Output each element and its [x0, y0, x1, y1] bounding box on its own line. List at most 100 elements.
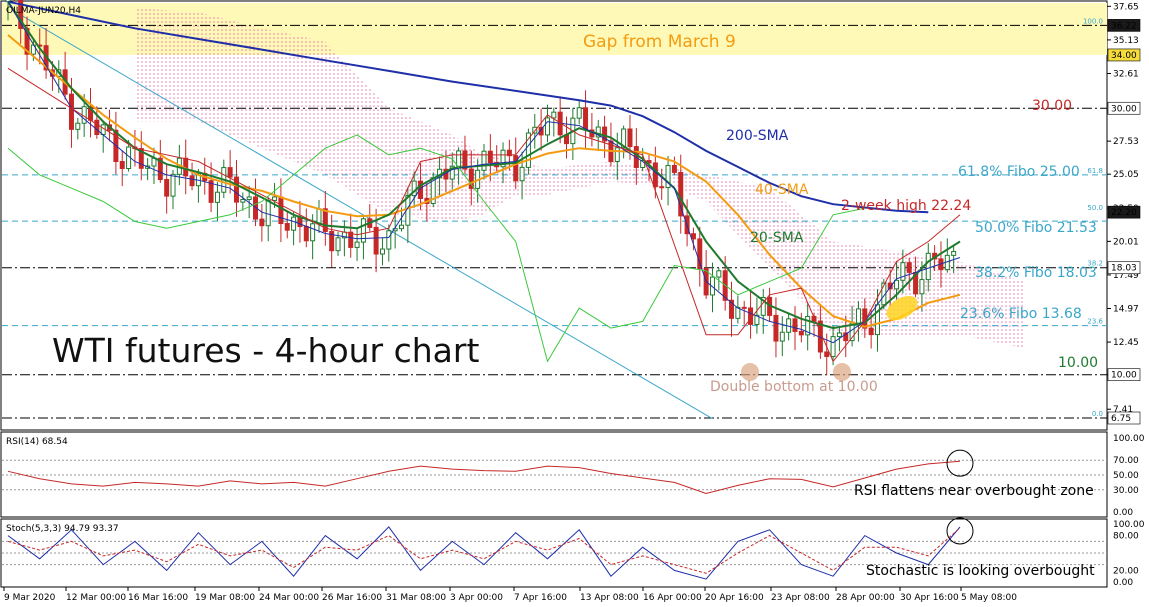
candle-body — [468, 168, 474, 189]
double-bottom-marker-2 — [833, 363, 851, 382]
candle-body — [138, 148, 144, 169]
candle-body — [506, 149, 512, 157]
price-tag-box — [1107, 48, 1141, 62]
price-tag-label: 34.00 — [1111, 51, 1137, 61]
candle-body — [900, 262, 906, 281]
time-tick-label: 13 Apr 08:00 — [580, 593, 639, 603]
sub-series-line — [7, 527, 961, 574]
time-tick-label: 26 Mar 16:00 — [322, 593, 382, 603]
annotation-label: 23.6% Fibo 13.68 — [960, 306, 1082, 322]
candle-body — [792, 318, 798, 332]
stoch-title: Stoch(5,3,3) 94.79 93.37 — [6, 524, 119, 534]
series-kijun — [7, 67, 961, 363]
candle-body — [253, 196, 259, 220]
candle-body — [379, 248, 385, 255]
price-tick-label: 27.53 — [1113, 137, 1139, 147]
fibo-label: 61.8 — [1087, 167, 1103, 175]
candle-body — [665, 164, 671, 189]
candle-body — [887, 282, 893, 290]
annotation-label: 40-SMA — [755, 182, 809, 198]
candle-body — [894, 279, 900, 290]
candle-body — [779, 331, 785, 342]
annotation-label: 2-week high 22.24 — [841, 198, 971, 214]
rsi-highlight-circle — [946, 449, 974, 477]
price-tag-label: 30.00 — [1111, 104, 1137, 114]
sub-tick-label: 100.00 — [1113, 520, 1145, 530]
candle-body — [227, 167, 233, 178]
candle-body — [621, 128, 627, 149]
candle-body — [354, 241, 360, 248]
time-tick-label: 16 Apr 00:00 — [643, 593, 702, 603]
time-tick-label: 19 Mar 08:00 — [195, 593, 255, 603]
candle-body — [855, 308, 861, 324]
candle-body — [754, 314, 760, 325]
candle-body — [951, 251, 957, 256]
crossover-highlight — [886, 295, 918, 321]
annotation-label: 50.0% Fibo 21.53 — [975, 220, 1097, 236]
price-tag-label: 18.03 — [1111, 264, 1137, 274]
candle-body — [919, 279, 925, 295]
candle-body — [291, 216, 297, 231]
symbol-label: OILMA-JUN20,H4 — [6, 6, 81, 16]
candle-body — [214, 191, 220, 203]
candle-body — [456, 150, 462, 167]
candle-body — [525, 132, 531, 168]
candle-body — [272, 196, 278, 201]
time-tick-label: 5 May 08:00 — [961, 593, 1017, 603]
fibo-label: 23.6 — [1087, 318, 1103, 326]
candle-body — [583, 107, 589, 131]
fibo-label: 0.0 — [1092, 410, 1103, 418]
candle-body — [690, 233, 696, 240]
candle-body — [233, 176, 239, 203]
candle-body — [868, 327, 874, 336]
candle-body — [75, 122, 81, 130]
candle-body — [773, 314, 779, 342]
candle-body — [157, 157, 163, 181]
time-tick-label: 7 Apr 16:00 — [514, 593, 567, 603]
annotation-label: 10.00 — [1058, 355, 1098, 371]
price-tick-label: 37.65 — [1113, 2, 1139, 12]
candle-body — [303, 226, 309, 242]
price-tag-box — [1107, 261, 1141, 275]
trend-line — [20, 14, 713, 420]
cloud-area — [134, 8, 1024, 349]
candle-body — [392, 228, 398, 232]
annotation-label: 61.8% Fibo 25.00 — [958, 164, 1080, 180]
time-tick-label: 20 Apr 16:00 — [705, 593, 764, 603]
candle-body — [481, 150, 487, 171]
rsi-annotation: RSI flattens near overbought zone — [854, 483, 1094, 499]
rsi-panel: 100.00 70.00 50.00 30.00 0.00 RSI flattens ne… — [2, 434, 1145, 518]
ichimoku-cloud — [134, 8, 1024, 349]
price-tick-label: 35.13 — [1113, 36, 1139, 46]
candle-body — [119, 160, 125, 169]
candle-body — [297, 216, 303, 228]
candle-body — [627, 128, 633, 148]
candle-body — [316, 208, 322, 225]
sub-series-line — [7, 460, 961, 495]
sub-tick-label: 0.00 — [1113, 508, 1133, 518]
sub-tick-label: 100.00 — [1113, 434, 1145, 444]
candle-body — [614, 147, 620, 162]
candle-body — [373, 226, 379, 255]
time-tick-label: 12 Mar 00:00 — [66, 593, 126, 603]
stoch-annotation: Stochastic is looking overbought — [866, 563, 1095, 579]
fibo-labels: 100.0 61.8 50.0 38.2 23.6 0.0 — [1083, 17, 1104, 418]
time-tick-label: 24 Mar 00:00 — [259, 593, 319, 603]
price-tick-label: 32.61 — [1113, 69, 1139, 79]
candle-body — [576, 107, 582, 119]
sub-tick-label: 0.00 — [1113, 578, 1133, 588]
candle-body — [544, 117, 550, 136]
time-tick-label: 31 Mar 08:00 — [386, 593, 446, 603]
time-tick-label: 23 Apr 08:00 — [771, 593, 830, 603]
candle-body — [5, 0, 11, 3]
candle-body — [843, 332, 849, 342]
candle-body — [652, 162, 658, 188]
candle-body — [602, 126, 608, 142]
series-200-sma — [7, 0, 929, 214]
candle-body — [709, 276, 715, 296]
fibo-label: 100.0 — [1083, 17, 1103, 25]
candle-body — [824, 351, 830, 357]
candle-body — [519, 166, 525, 182]
candle-body — [418, 180, 424, 200]
